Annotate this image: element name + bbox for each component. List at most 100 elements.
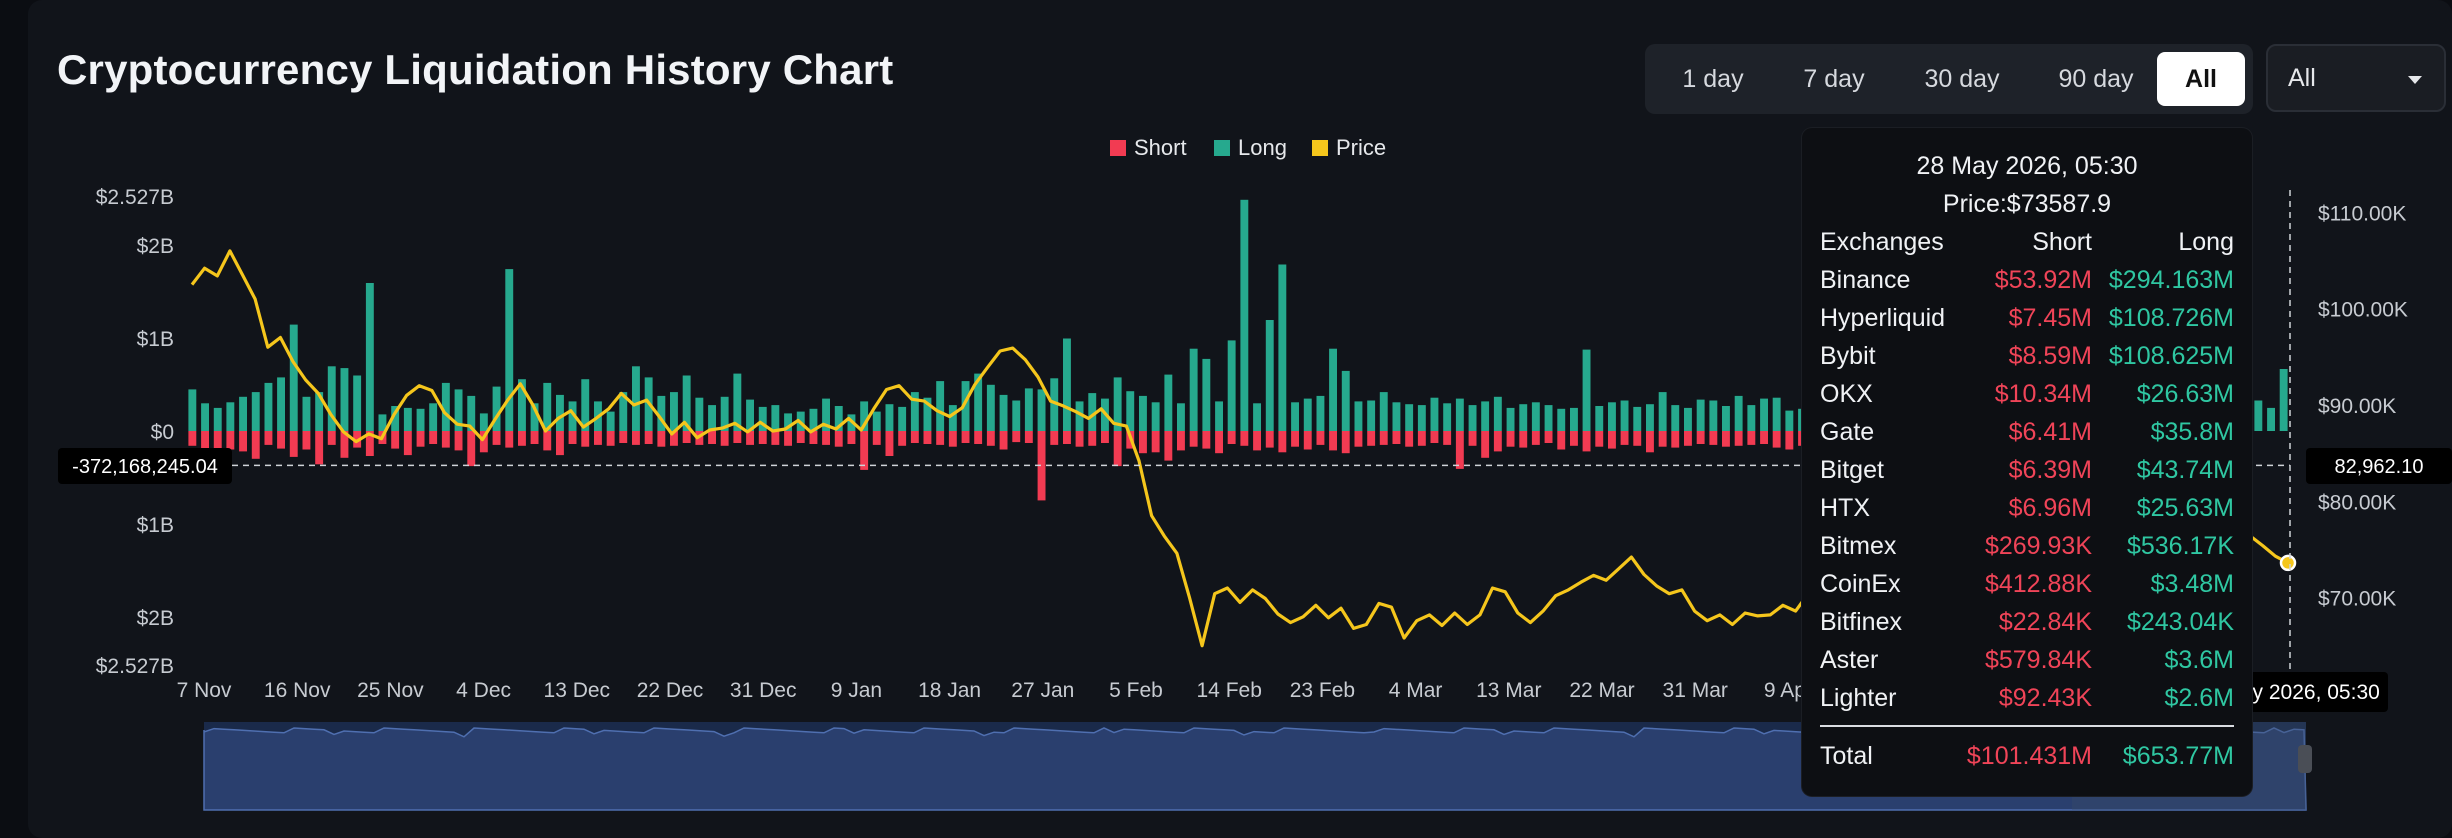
long-bar: [1303, 398, 1312, 431]
long-bar: [441, 382, 450, 431]
short-bar: [1151, 431, 1160, 453]
short-bar: [201, 431, 209, 455]
long-bar: [454, 389, 463, 431]
short-bar: [771, 431, 780, 445]
tooltip-total-short: $101.431M: [1966, 742, 2092, 770]
tooltip-divider: [1820, 725, 2234, 727]
tooltip-short-value: $53.92M: [1994, 266, 2092, 294]
crosshair-left-label: -372,168,245.04: [72, 456, 218, 478]
short-bar: [416, 431, 425, 447]
tooltip-long-value: $536.17K: [2126, 532, 2234, 560]
tooltip-long-value: $2.6M: [2164, 684, 2234, 712]
tooltip-short-value: $22.84K: [1998, 608, 2092, 636]
long-bar: [784, 413, 792, 431]
chart-legend: Short Long Price: [1110, 135, 1386, 160]
tooltip-date: 28 May 2026, 05:30: [1916, 152, 2138, 180]
range-90-day-button[interactable]: 90 day: [2058, 65, 2134, 93]
long-bar: [885, 404, 894, 431]
short-bar: [936, 431, 945, 445]
tooltip-short-value: $6.39M: [2008, 456, 2092, 484]
tooltip-exchange-value: Bitmex: [1820, 532, 1897, 560]
long-bar: [1215, 401, 1223, 431]
x-axis-tick-label: 27 Jan: [1011, 679, 1074, 702]
legend-swatch-short: [1110, 140, 1126, 156]
long-bar: [1481, 401, 1490, 431]
short-bar: [1709, 431, 1718, 445]
long-bar: [1443, 403, 1452, 432]
exchange-select-value: All: [2288, 64, 2316, 92]
short-bar: [758, 431, 767, 444]
long-bar: [1582, 349, 1591, 431]
short-bar: [1785, 431, 1794, 450]
short-bar: [1481, 431, 1490, 458]
long-bar: [657, 395, 666, 431]
tooltip: 28 May 2026, 05:30 Price:$73587.9 Exchan…: [1802, 128, 2252, 796]
short-bar: [1177, 431, 1185, 451]
long-bar: [1164, 374, 1173, 431]
long-bar: [961, 381, 970, 432]
long-bar: [518, 379, 526, 431]
short-bar: [1329, 431, 1337, 451]
short-bar: [847, 431, 856, 444]
x-axis-tick-label: 14 Feb: [1197, 679, 1262, 702]
tooltip-exchange-value: Hyperliquid: [1820, 304, 1946, 332]
x-axis-tick-label: 4 Mar: [1389, 679, 1443, 702]
short-bar: [1189, 431, 1198, 447]
range-7-day-button[interactable]: 7 day: [1803, 65, 1865, 93]
long-bar: [1468, 405, 1477, 431]
long-bar: [936, 381, 945, 432]
short-bar: [1506, 431, 1515, 447]
range-all-button[interactable]: All: [2157, 52, 2245, 106]
long-bar: [2267, 407, 2275, 431]
long-bar: [746, 399, 754, 432]
long-bar: [201, 403, 209, 432]
x-axis-tick-label: 22 Dec: [637, 679, 704, 702]
long-bar: [860, 401, 869, 431]
crosshair-right-label-box: [2306, 448, 2452, 484]
short-bar: [619, 431, 628, 443]
long-bar: [1341, 370, 1350, 431]
long-bar: [1747, 405, 1756, 431]
range-30-day-button[interactable]: 30 day: [1924, 65, 2000, 93]
long-bar: [264, 382, 273, 431]
short-bar: [251, 431, 260, 459]
long-bar: [1722, 406, 1730, 431]
long-bar: [1316, 395, 1325, 431]
short-bar: [505, 431, 514, 448]
long-bar: [505, 269, 514, 431]
short-bar: [213, 431, 222, 460]
long-bar: [670, 392, 678, 431]
y-axis-tick-label: $2.527B: [96, 186, 174, 209]
x-axis-tick-label: 13 Mar: [1476, 679, 1541, 702]
short-bar: [974, 431, 983, 444]
page-title: Cryptocurrency Liquidation History Chart: [57, 46, 894, 93]
long-bar: [758, 406, 767, 431]
short-bar: [657, 431, 666, 447]
short-bar: [1037, 431, 1046, 501]
long-bar: [467, 395, 476, 431]
long-bar: [1227, 340, 1236, 431]
short-bar: [632, 431, 640, 445]
long-bar: [403, 407, 412, 431]
range-1-day-button[interactable]: 1 day: [1682, 65, 1744, 93]
short-bar: [1582, 431, 1591, 452]
long-bar: [1329, 348, 1337, 431]
short-bar: [1354, 431, 1363, 447]
tooltip-long-value: $243.04K: [2126, 608, 2234, 636]
long-bar: [1646, 404, 1654, 431]
short-bar: [327, 431, 336, 445]
exchange-select[interactable]: All: [2266, 44, 2446, 112]
short-bar: [556, 431, 564, 456]
x-axis-tick-label: 25 Nov: [357, 679, 424, 702]
short-bar: [1531, 431, 1540, 445]
long-bar: [391, 406, 400, 431]
short-bar: [961, 431, 970, 443]
y-axis-tick-label: $0: [151, 421, 174, 444]
short-bar: [1392, 431, 1401, 444]
tooltip-exchange-value: Bitget: [1820, 456, 1884, 484]
tooltip-exchange-value: CoinEx: [1820, 570, 1901, 598]
long-bar: [1063, 338, 1071, 431]
tooltip-short-value: $269.93K: [1984, 532, 2092, 560]
short-bar: [670, 431, 678, 446]
x-axis-tick-label: 16 Nov: [264, 679, 331, 702]
